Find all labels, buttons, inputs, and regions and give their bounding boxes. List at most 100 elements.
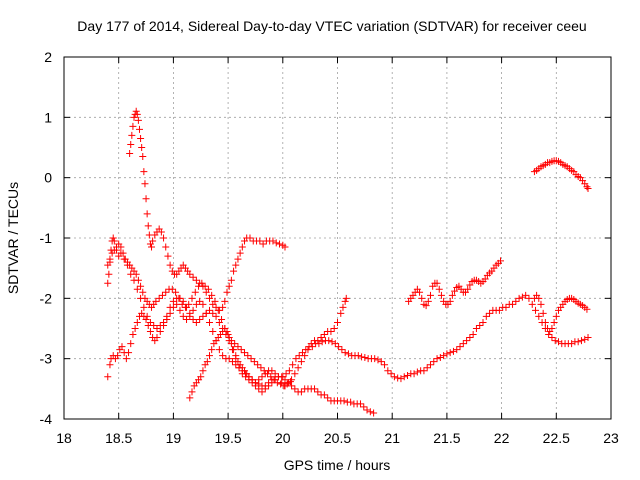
data-point <box>144 321 152 329</box>
data-point <box>272 239 280 247</box>
y-tick-label: -3 <box>40 351 53 367</box>
data-point <box>320 331 328 339</box>
data-point <box>133 110 141 118</box>
data-point <box>384 367 392 375</box>
data-point <box>255 380 263 388</box>
data-point <box>361 353 369 361</box>
data-point <box>315 340 323 348</box>
data-point <box>472 325 480 332</box>
data-point <box>344 350 352 358</box>
data-point <box>114 352 122 360</box>
data-point <box>260 367 268 375</box>
data-point <box>413 368 421 376</box>
data-point <box>234 255 242 263</box>
data-point <box>152 297 160 305</box>
data-point <box>271 370 279 378</box>
data-point <box>160 234 168 242</box>
data-point <box>453 346 461 354</box>
data-point <box>166 309 174 317</box>
data-point <box>185 300 193 308</box>
data-point <box>106 255 114 263</box>
data-point <box>143 210 151 218</box>
data-point <box>545 331 553 339</box>
data-point <box>541 318 549 326</box>
data-point <box>191 288 199 296</box>
data-point <box>211 297 219 305</box>
data-point <box>295 352 303 360</box>
data-point <box>149 237 157 245</box>
data-point <box>552 312 560 320</box>
data-point <box>189 306 197 314</box>
axis-ticks <box>63 56 612 420</box>
data-point <box>162 288 170 296</box>
data-point <box>132 107 140 115</box>
data-point <box>297 388 305 396</box>
data-point <box>282 370 290 378</box>
data-point <box>259 240 267 248</box>
data-point <box>327 328 335 336</box>
data-point <box>199 300 207 308</box>
data-point <box>410 370 418 378</box>
data-point <box>482 312 490 320</box>
data-point <box>157 228 165 236</box>
data-point <box>584 334 592 342</box>
data-point <box>291 385 299 393</box>
x-tick-label: 18 <box>56 430 72 446</box>
data-point <box>548 334 556 342</box>
data-point <box>440 352 448 360</box>
data-point <box>358 353 366 361</box>
data-point <box>289 361 297 369</box>
data-point <box>426 361 434 369</box>
data-point <box>528 300 536 308</box>
data-point <box>390 373 398 381</box>
y-tick-label: 1 <box>44 109 52 125</box>
data-point <box>227 337 235 345</box>
data-point <box>117 243 125 251</box>
data-point <box>130 113 138 121</box>
x-axis-label: GPS time / hours <box>284 457 391 473</box>
data-point <box>341 349 349 357</box>
data-point <box>208 291 216 299</box>
data-point <box>436 353 444 361</box>
series-track-h <box>530 157 592 193</box>
data-point <box>281 243 289 251</box>
data-point <box>325 337 333 345</box>
data-point <box>258 388 266 396</box>
data-point <box>551 337 559 345</box>
data-point <box>105 270 113 278</box>
data-point <box>337 309 345 317</box>
data-point <box>568 340 576 348</box>
data-point <box>548 325 556 332</box>
data-point <box>155 294 163 302</box>
x-tick-label: 23 <box>603 430 619 446</box>
data-point <box>250 358 258 366</box>
y-tick-labels: 2 1 0 -1 -2 -3 -4 <box>40 49 53 427</box>
data-point <box>394 374 402 382</box>
data-point <box>430 358 438 366</box>
data-point <box>387 370 395 378</box>
data-point <box>109 234 117 242</box>
data-point <box>341 297 349 305</box>
data-point <box>486 309 494 317</box>
data-point <box>127 140 135 148</box>
data-point <box>164 252 172 260</box>
data-point <box>270 376 278 384</box>
data-point <box>232 352 240 360</box>
data-point <box>125 349 133 357</box>
data-point <box>294 364 302 372</box>
data-point <box>203 358 211 366</box>
data-point <box>497 257 505 265</box>
data-point <box>433 355 441 363</box>
data-point <box>256 237 264 245</box>
data-point <box>518 293 526 301</box>
data-point <box>153 325 161 332</box>
data-point <box>509 300 517 308</box>
data-point <box>212 312 220 320</box>
data-point <box>227 276 235 284</box>
data-point <box>308 343 316 351</box>
data-point <box>512 297 520 305</box>
data-point <box>225 282 233 290</box>
data-point <box>466 281 474 289</box>
data-point <box>554 338 562 346</box>
